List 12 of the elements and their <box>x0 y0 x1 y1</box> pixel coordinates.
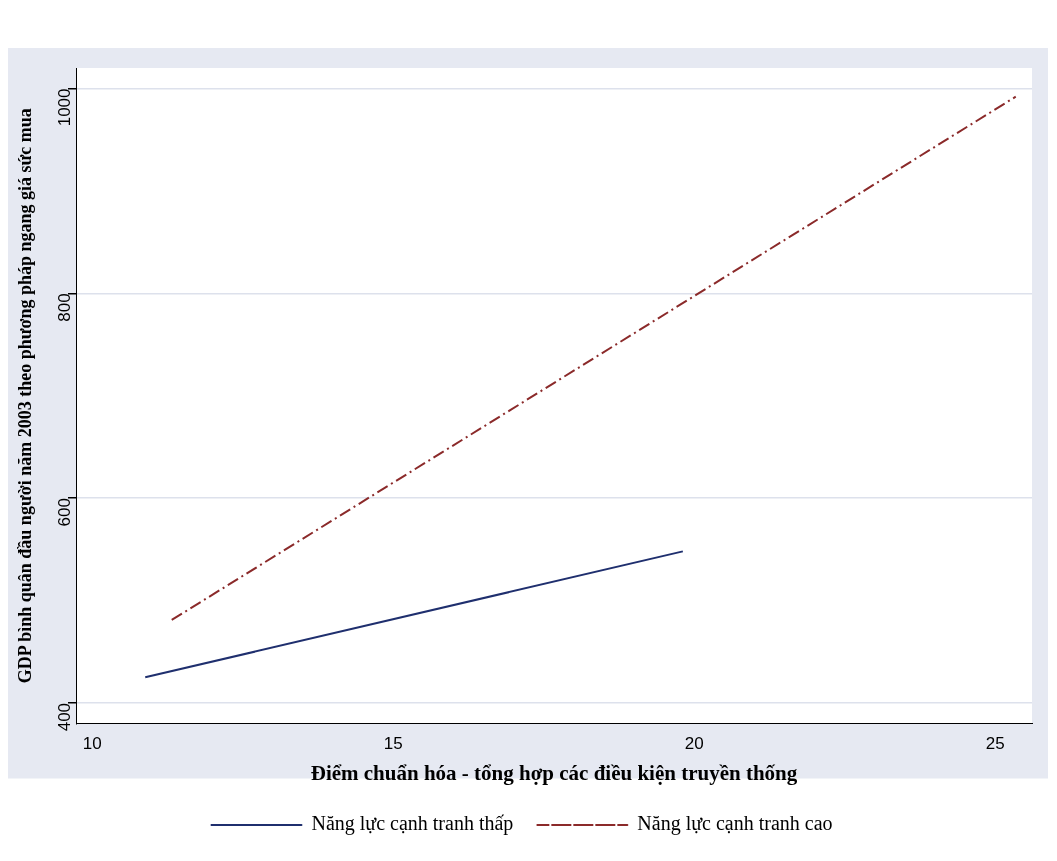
x-tick-label: 20 <box>684 734 704 754</box>
x-tick-label: 15 <box>383 734 403 754</box>
legend-label: Năng lực cạnh tranh cao <box>637 812 833 836</box>
x-tick-label: 10 <box>82 734 102 754</box>
y-tick-label: 400 <box>54 702 74 732</box>
y-axis-title: GDP bình quân đầu người năm 2003 theo phương pháp ngang giá sức mua <box>15 108 36 684</box>
y-tick-label: 600 <box>54 498 74 527</box>
legend-label: Năng lực cạnh tranh thấp <box>311 812 514 836</box>
y-tick-label: 1000 <box>54 88 74 127</box>
x-tick-label: 25 <box>985 734 1005 754</box>
x-axis-title: Điểm chuẩn hóa - tổng hợp các điều kiện truyền thống <box>310 760 798 785</box>
y-tick-label: 800 <box>54 293 74 322</box>
